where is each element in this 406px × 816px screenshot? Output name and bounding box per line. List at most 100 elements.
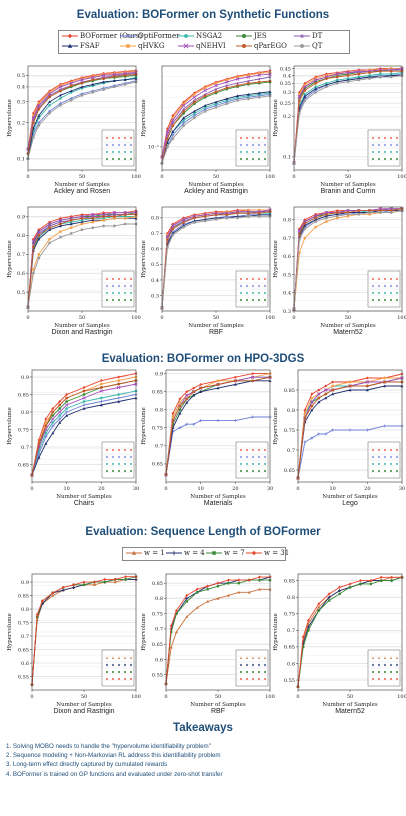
inset-point xyxy=(245,663,249,667)
inset-point xyxy=(383,291,387,294)
data-point xyxy=(236,81,240,85)
inset-point xyxy=(111,677,115,681)
inset-point xyxy=(389,291,393,294)
series-line xyxy=(165,588,270,684)
data-point xyxy=(368,76,371,80)
chart-title: Materials xyxy=(203,500,233,507)
data-point xyxy=(365,376,369,380)
inset-point xyxy=(105,143,109,147)
data-point xyxy=(216,383,220,386)
data-point xyxy=(257,73,261,77)
data-point xyxy=(91,226,95,230)
section-title-hpo: Evaluation: BOFormer on HPO-3DGS xyxy=(101,353,305,365)
inset-point xyxy=(257,136,261,140)
data-point xyxy=(32,136,35,140)
data-point xyxy=(185,596,189,600)
x-tick-label: 10 xyxy=(197,486,203,492)
y-tick-label: 0.75 xyxy=(284,612,295,618)
inset-point xyxy=(395,455,399,459)
data-point xyxy=(193,216,196,220)
series-line xyxy=(293,70,402,164)
inset-point xyxy=(257,462,261,465)
series-line xyxy=(293,208,403,310)
data-point xyxy=(368,213,371,216)
data-point xyxy=(102,88,105,92)
data-point xyxy=(379,69,382,73)
y-tick-label: 0.85 xyxy=(152,581,163,587)
inset-point xyxy=(377,455,381,459)
data-point xyxy=(310,400,314,404)
x-tick-label: 100 xyxy=(397,174,406,180)
data-point xyxy=(185,422,189,426)
data-point xyxy=(383,376,386,380)
y-axis-label: Hypervolume xyxy=(7,240,13,278)
inset-point xyxy=(384,470,386,472)
series-line xyxy=(297,385,402,479)
data-point xyxy=(59,230,62,233)
data-point xyxy=(346,70,350,75)
data-point xyxy=(338,589,342,593)
data-point xyxy=(313,78,318,82)
data-point xyxy=(124,217,127,220)
y-tick-label: 0.8 xyxy=(283,218,291,224)
series-w-31 xyxy=(164,575,272,686)
y-tick-label: 0.8 xyxy=(155,596,163,602)
data-point xyxy=(123,71,127,76)
series-line xyxy=(297,373,403,479)
y-tick-label: 0.45 xyxy=(280,66,291,72)
data-point xyxy=(357,69,361,74)
inset-point xyxy=(245,136,249,140)
data-point xyxy=(91,212,95,217)
data-point xyxy=(185,593,189,597)
data-point xyxy=(310,396,314,400)
series-line xyxy=(27,212,136,308)
data-point xyxy=(390,575,394,579)
data-point xyxy=(369,582,372,586)
data-point xyxy=(251,415,255,419)
inset-point xyxy=(384,299,386,301)
data-point xyxy=(58,407,62,410)
inset-point xyxy=(263,462,267,465)
data-point xyxy=(348,384,352,388)
data-point xyxy=(57,410,62,414)
data-point xyxy=(216,596,220,600)
legend-entry: qNEHVI xyxy=(178,42,226,50)
inset-point xyxy=(105,455,109,459)
inset-point xyxy=(118,299,120,301)
inset-point xyxy=(396,470,398,472)
data-point xyxy=(247,578,251,582)
y-tick-label: 0.75 xyxy=(152,611,163,617)
y-tick-label: 0.65 xyxy=(152,462,163,468)
data-point xyxy=(37,229,41,234)
series-nsga2 xyxy=(292,71,404,165)
data-point xyxy=(112,213,116,217)
data-point xyxy=(306,625,310,629)
inset-point xyxy=(378,671,380,673)
legend-entry: OptiFormer xyxy=(120,32,179,40)
data-point xyxy=(214,90,218,94)
inset-point xyxy=(245,448,249,452)
axes-frame xyxy=(161,206,271,312)
y-axis-label: Hypervolume xyxy=(7,407,13,445)
chart-title: Dixon and Rastrigin xyxy=(53,708,115,715)
inset-point xyxy=(105,656,109,659)
data-point xyxy=(82,396,86,400)
data-point xyxy=(335,80,339,83)
data-point xyxy=(357,78,361,82)
data-point xyxy=(203,104,207,107)
data-point xyxy=(325,212,328,216)
inset-point xyxy=(389,455,393,459)
legend-entry: w = 31 xyxy=(246,549,289,557)
data-point xyxy=(91,78,95,82)
inset-point xyxy=(251,150,255,153)
data-point xyxy=(226,593,230,597)
inset-point xyxy=(239,462,243,465)
inset-point xyxy=(383,136,387,140)
chart-title: Ackley and Rosen xyxy=(53,188,111,195)
data-point xyxy=(227,581,230,585)
legend-label: JES xyxy=(254,32,267,40)
legend-label: w = 1 xyxy=(144,549,165,557)
inset-point xyxy=(117,136,121,140)
data-point xyxy=(174,630,178,634)
data-point xyxy=(175,612,178,615)
